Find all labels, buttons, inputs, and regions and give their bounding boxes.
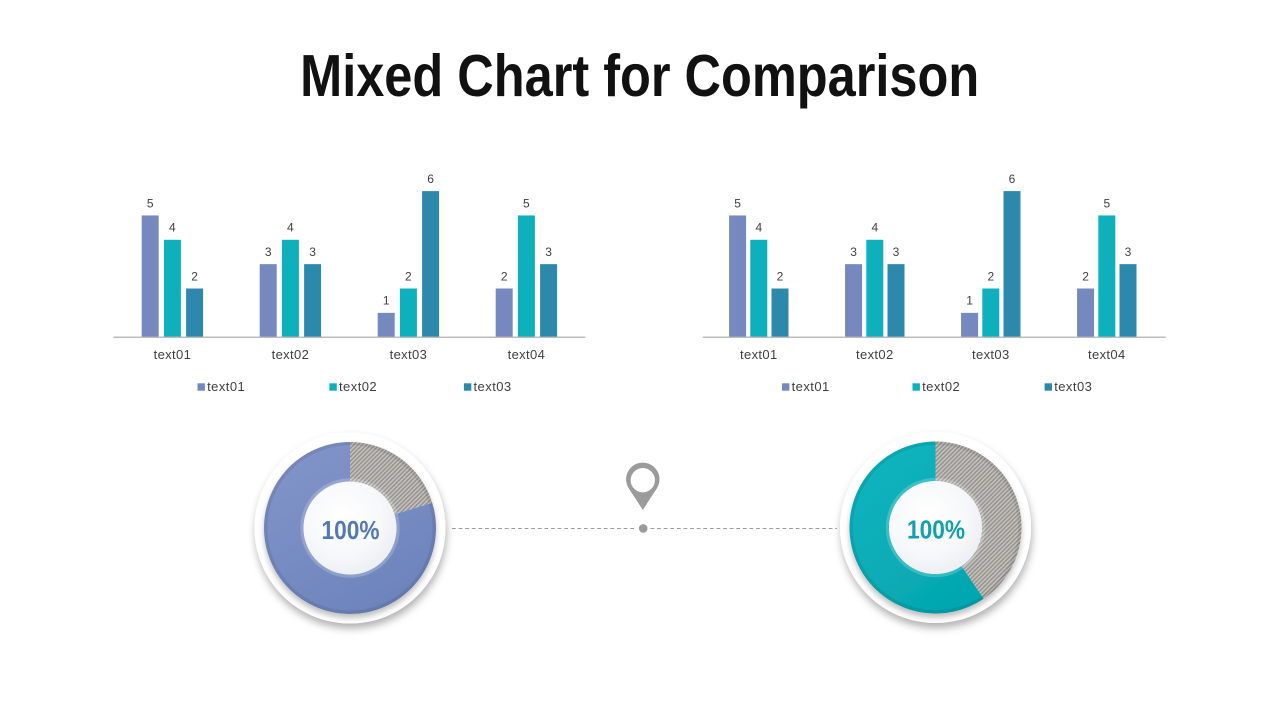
svg-text:5: 5 xyxy=(147,196,154,210)
svg-text:3: 3 xyxy=(309,245,316,259)
svg-text:text02: text02 xyxy=(856,347,894,362)
svg-text:text04: text04 xyxy=(1088,347,1126,362)
svg-text:3: 3 xyxy=(850,245,857,259)
svg-text:2: 2 xyxy=(1082,269,1089,283)
svg-text:3: 3 xyxy=(545,245,552,259)
svg-text:1: 1 xyxy=(383,294,390,308)
svg-text:3: 3 xyxy=(265,245,272,259)
svg-text:3: 3 xyxy=(893,245,900,259)
svg-text:text02: text02 xyxy=(272,347,310,362)
svg-text:2: 2 xyxy=(405,269,412,283)
svg-text:1: 1 xyxy=(966,294,973,308)
svg-text:text03: text03 xyxy=(390,347,428,362)
svg-text:text01: text01 xyxy=(792,379,830,394)
svg-text:2: 2 xyxy=(191,269,198,283)
svg-text:text04: text04 xyxy=(508,347,546,362)
svg-text:100%: 100% xyxy=(907,516,965,544)
svg-text:2: 2 xyxy=(777,269,784,283)
svg-text:3: 3 xyxy=(1125,245,1132,259)
svg-text:text03: text03 xyxy=(1054,379,1092,394)
svg-text:5: 5 xyxy=(1103,196,1110,210)
svg-text:text03: text03 xyxy=(474,379,512,394)
svg-text:text02: text02 xyxy=(339,379,377,394)
svg-text:2: 2 xyxy=(501,269,508,283)
svg-text:text03: text03 xyxy=(972,347,1010,362)
svg-text:5: 5 xyxy=(734,196,741,210)
svg-text:4: 4 xyxy=(287,221,294,235)
svg-text:2: 2 xyxy=(987,269,994,283)
svg-text:text01: text01 xyxy=(207,379,245,394)
svg-text:text01: text01 xyxy=(740,347,778,362)
svg-text:4: 4 xyxy=(755,221,762,235)
svg-text:text02: text02 xyxy=(922,379,960,394)
svg-text:5: 5 xyxy=(523,196,530,210)
svg-text:6: 6 xyxy=(427,172,434,186)
svg-text:4: 4 xyxy=(871,221,878,235)
svg-text:4: 4 xyxy=(169,221,176,235)
svg-text:100%: 100% xyxy=(322,517,380,545)
svg-text:6: 6 xyxy=(1009,172,1016,186)
svg-text:text01: text01 xyxy=(154,347,192,362)
